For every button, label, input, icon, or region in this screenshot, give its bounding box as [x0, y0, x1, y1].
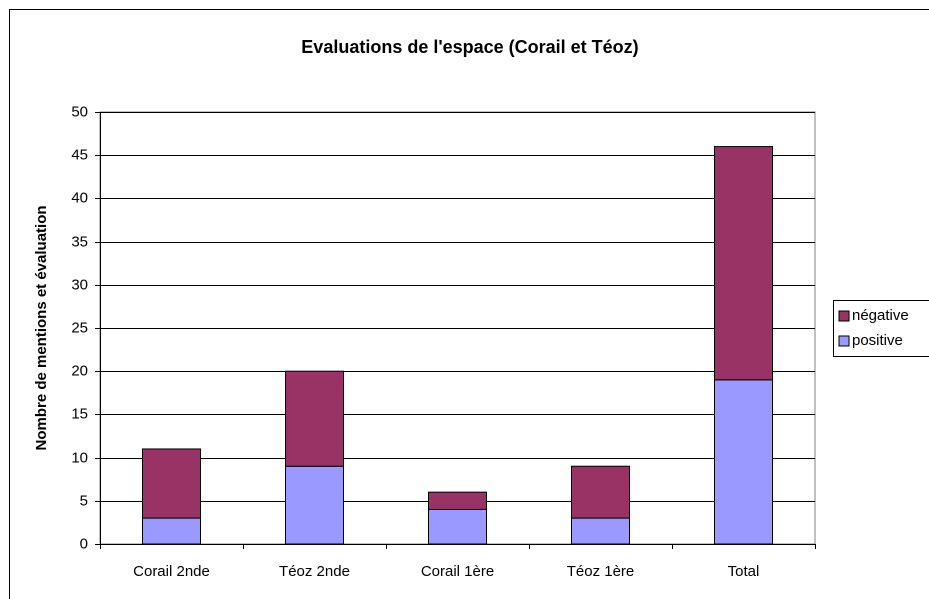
- x-tick-label: Total: [728, 563, 760, 580]
- bar-segment: [571, 517, 630, 545]
- legend-swatch: [838, 310, 850, 322]
- bar-segment: [714, 146, 773, 381]
- x-tick-label: Corail 1ère: [421, 563, 494, 580]
- y-tick-label: 45: [71, 146, 88, 163]
- bar-segment: [142, 517, 201, 545]
- legend-swatch: [838, 335, 850, 347]
- y-tick-label: 40: [71, 189, 88, 206]
- y-axis-label: Nombre de mentions et évaluation: [33, 205, 50, 450]
- y-tick-label: 5: [80, 492, 88, 509]
- legend-label: négative: [852, 307, 909, 324]
- y-tick-label: 10: [71, 449, 88, 466]
- x-tick-label: Corail 2nde: [133, 563, 210, 580]
- y-tick-label: 30: [71, 276, 88, 293]
- bar-segment: [714, 379, 773, 545]
- chart-title: Evaluations de l'espace (Corail et Téoz): [301, 37, 638, 57]
- y-tick-label: 15: [71, 405, 88, 422]
- x-tick-label: Téoz 1ère: [567, 563, 635, 580]
- y-tick-label: 35: [71, 233, 88, 250]
- legend-box: [833, 300, 929, 357]
- x-tick-label: Téoz 2nde: [279, 563, 350, 580]
- legend-label: positive: [852, 332, 903, 349]
- y-tick-label: 25: [71, 319, 88, 336]
- bar-segment: [428, 491, 487, 510]
- bar-segment: [142, 448, 201, 519]
- bar-segment: [571, 465, 630, 519]
- bar-segment: [285, 465, 344, 545]
- bar-segment: [428, 508, 487, 545]
- y-tick-label: 0: [80, 535, 88, 552]
- y-tick-label: 50: [71, 103, 88, 120]
- bar-segment: [285, 370, 344, 467]
- y-tick-label: 20: [71, 362, 88, 379]
